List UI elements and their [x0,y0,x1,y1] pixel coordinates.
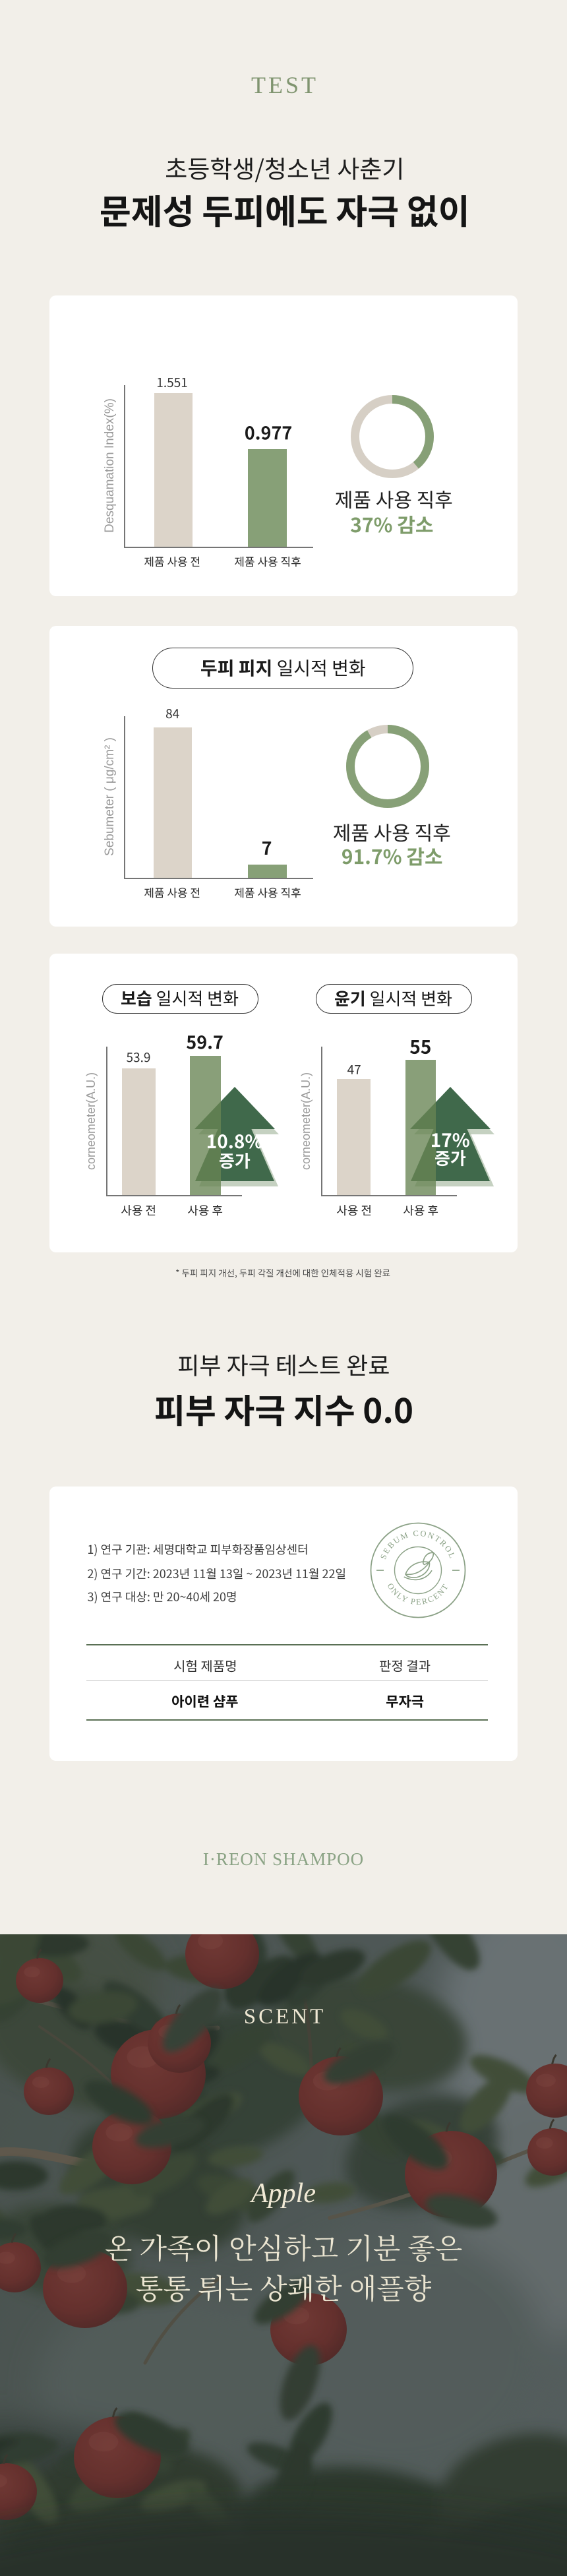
svg-text:SEBUM CONTROL: SEBUM CONTROL [378,1529,458,1561]
